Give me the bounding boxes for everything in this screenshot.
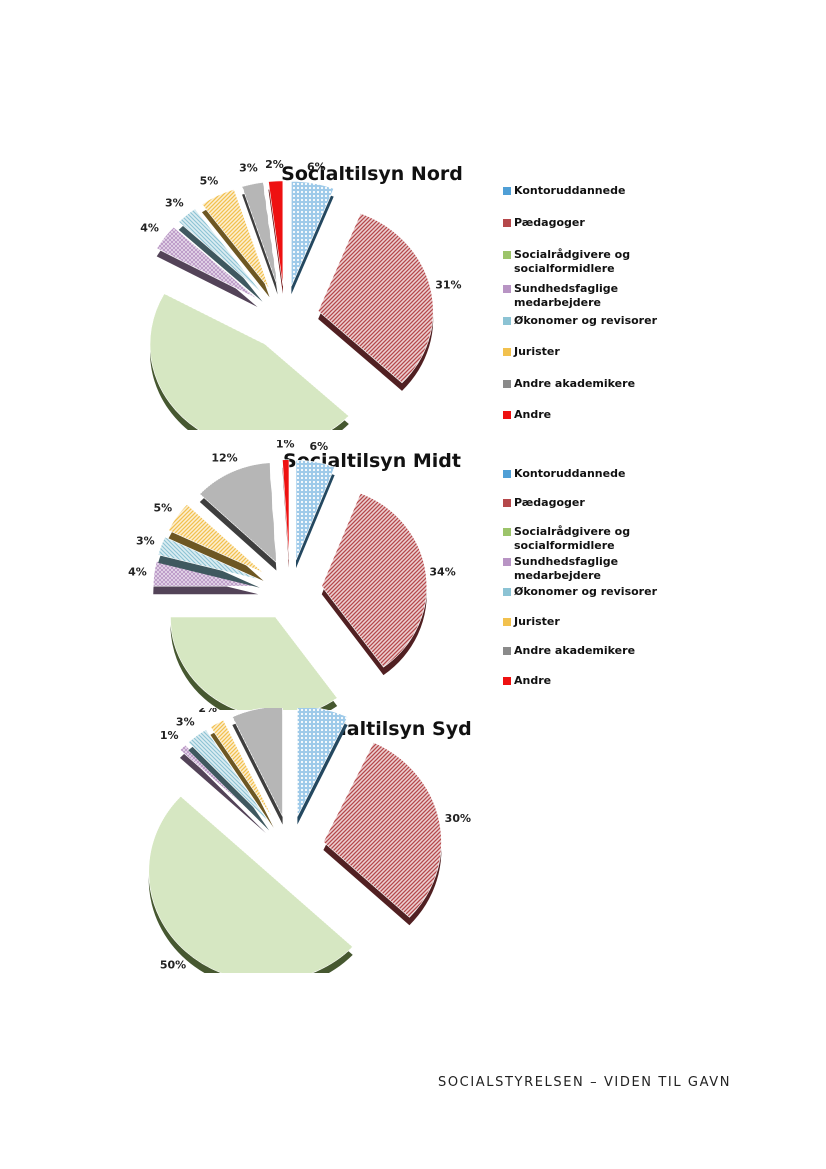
slice-socialraadgivere-og-socialformidlere [149,293,350,430]
slice-paedagoger [321,492,428,668]
data-labels: 6%34%35%4%3%5%12%1% [128,440,456,579]
data-labels: 7%30%50%1%3%2%7%0% [160,708,471,972]
legend-swatch [503,285,511,293]
data-label-kontoruddannede: 6% [307,161,326,174]
slice-socialraadgivere-og-socialformidlere [170,616,338,710]
slice-jurister [168,504,264,574]
legend-label: Kontoruddannede [514,467,626,480]
legend-label: Andre [514,674,552,687]
slice-jurister [209,719,274,820]
slice-sundhedsfaglige-medarbejdere-side [179,752,266,834]
chart-socialtilsyn-syd: Socialtilsyn Syd7%30%50%1%3%2%7%0% Konto… [0,708,826,973]
data-label-sundhedsfaglige-medarbejdere: 1% [160,729,179,742]
data-label-oekonomer-og-revisorer: 3% [165,196,184,209]
slice-andre [282,459,290,560]
legend-swatch [503,411,511,419]
chart-title: Socialtilsyn Nord [281,163,463,185]
legend-label: Økonomer og revisorer [514,314,657,327]
legend-label: Andre akademikere [514,377,636,390]
slice-socialraadgivere-og-socialformidlere [148,795,354,973]
legend-swatch [503,558,511,566]
legend-label: Pædagoger [514,496,585,509]
data-label-paedagoger: 34% [429,566,455,579]
legend-label: Socialrådgivere og socialformidlere [514,525,631,552]
footer-brand: SOCIALSTYRELSEN [438,1075,585,1090]
data-label-andre-akademikere: 12% [211,452,237,465]
data-label-jurister: 5% [200,175,219,188]
slice-andre-akademikere [241,181,278,287]
legend-label: Jurister [514,345,560,358]
slice-jurister [201,188,270,290]
data-label-andre: 1% [276,440,295,451]
slice-sundhedsfaglige-medarbejdere [156,226,258,300]
slice-oekonomer-og-revisorer [187,729,270,823]
slice-andre-akademikere-side [242,190,278,295]
data-label-sundhedsfaglige-medarbejdere: 4% [140,221,159,234]
footer-separator: – [584,1075,604,1090]
slice-paedagoger [317,212,434,384]
legend-swatch [503,380,511,388]
legend-swatch [503,677,511,685]
legend-label: Jurister [514,615,560,628]
legend-swatch [503,499,511,507]
legend-swatch [503,348,511,356]
slice-andre-akademikere [231,708,283,817]
legend-label: Sundhedsfaglige medarbejdere [514,282,619,309]
slice-jurister-side [210,728,274,828]
pie-chart-syd: Socialtilsyn Syd7%30%50%1%3%2%7%0% [148,708,472,973]
data-label-kontoruddannede: 6% [309,440,328,453]
legend-label: Sundhedsfaglige medarbejdere [514,555,619,582]
data-label-socialraadgivere-og-socialformidlere: 50% [160,959,186,972]
data-label-andre: 2% [265,158,284,171]
data-label-oekonomer-og-revisorer: 3% [136,534,155,547]
legend-swatch [503,187,511,195]
data-label-paedagoger: 30% [445,812,471,825]
data-label-andre-akademikere: 3% [239,162,258,175]
pie-slices [148,708,442,973]
legend-swatch [503,618,511,626]
data-label-sundhedsfaglige-medarbejdere: 4% [128,566,147,579]
legend-label: Kontoruddannede [514,184,626,197]
legend-swatch [503,219,511,227]
data-labels: 6%31%46%4%3%5%3%2% [140,158,461,291]
slice-kontoruddannede [291,180,335,287]
slice-kontoruddannede [295,459,336,561]
slice-andre-akademikere [199,462,277,564]
legend-label: Andre akademikere [514,644,636,657]
legend-swatch [503,251,511,259]
legend-label: Socialrådgivere og socialformidlere [514,248,631,275]
legend-swatch [503,647,511,655]
slice-oekonomer-og-revisorer [157,536,261,580]
footer-tagline: VIDEN TIL GAVN [603,1075,732,1090]
slice-oekonomer-og-revisorer [178,208,263,294]
data-label-paedagoger: 31% [435,278,461,291]
slice-paedagoger [323,742,442,918]
slice-andre [268,180,284,286]
legend-swatch [503,588,511,596]
legend-label: Pædagoger [514,216,585,229]
legend-label: Andre [514,408,552,421]
legend-swatch [503,470,511,478]
data-label-oekonomer-og-revisorer: 3% [176,716,195,729]
pie-slices [149,180,434,430]
legend-swatch [503,317,511,325]
legend-label: Økonomer og revisorer [514,585,657,598]
data-label-jurister: 5% [153,502,172,515]
data-label-jurister: 2% [198,708,217,715]
footer: SOCIALSTYRELSEN – VIDEN TIL GAVN [438,1075,731,1090]
slice-kontoruddannede [297,708,349,817]
pie-slices [152,459,428,710]
legend-swatch [503,528,511,536]
